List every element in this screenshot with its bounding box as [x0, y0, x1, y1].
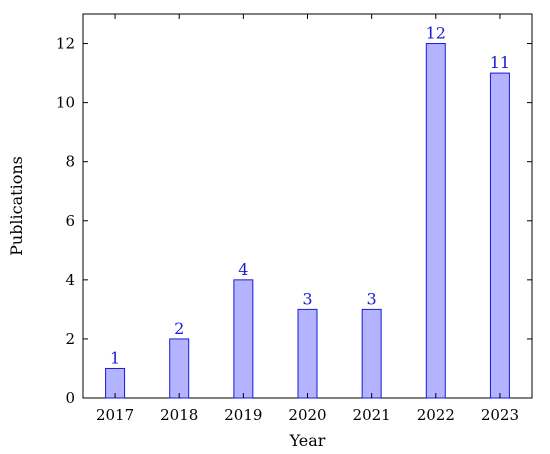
bar-2019: [233, 279, 254, 399]
data-label-2023: 11: [490, 53, 510, 72]
y-tick-label-4: 4: [65, 271, 75, 289]
data-label-2022: 12: [426, 24, 446, 43]
x-ticks-group: 2017 2018 2019 2020 2021 2022 2023: [96, 14, 519, 424]
x-tick-label-2018: 2018: [160, 406, 198, 424]
data-label-2019: 4: [238, 260, 248, 279]
x-tick-label-2021: 2021: [353, 406, 391, 424]
bars-group: [105, 43, 510, 399]
bar-2020: [297, 308, 318, 399]
y-tick-label-10: 10: [56, 94, 75, 112]
bar-2021: [361, 308, 382, 399]
x-axis-title: Year: [289, 431, 326, 450]
data-label-2018: 2: [174, 319, 184, 338]
bar-2018: [169, 338, 190, 399]
y-tick-label-0: 0: [65, 389, 75, 407]
y-tick-label-8: 8: [65, 153, 75, 171]
x-tick-label-2017: 2017: [96, 406, 134, 424]
x-tick-label-2019: 2019: [224, 406, 262, 424]
bar-2022: [425, 43, 446, 399]
x-tick-label-2020: 2020: [288, 406, 326, 424]
y-tick-label-12: 12: [56, 35, 75, 53]
data-label-2017: 1: [110, 348, 120, 367]
bar-2023: [489, 72, 510, 399]
data-label-2020: 3: [302, 289, 312, 308]
data-label-2021: 3: [367, 289, 377, 308]
y-axis-title: Publications: [7, 156, 26, 256]
y-tick-label-2: 2: [65, 330, 75, 348]
y-tick-label-6: 6: [65, 212, 75, 230]
x-tick-label-2023: 2023: [481, 406, 519, 424]
x-tick-label-2022: 2022: [417, 406, 455, 424]
